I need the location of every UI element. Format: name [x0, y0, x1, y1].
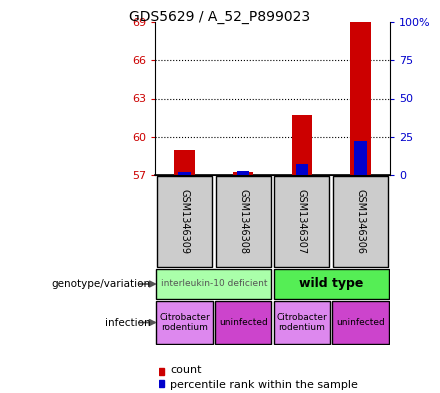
Bar	[274, 176, 330, 267]
Bar	[233, 172, 253, 175]
Text: count: count	[170, 365, 202, 375]
Text: infection: infection	[105, 318, 150, 327]
Bar	[274, 269, 389, 299]
Text: wild type: wild type	[299, 277, 363, 290]
Bar	[159, 380, 165, 387]
Text: GSM1346309: GSM1346309	[180, 189, 189, 254]
Text: genotype/variation: genotype/variation	[51, 279, 150, 289]
Bar	[296, 164, 308, 175]
Bar	[292, 115, 312, 175]
Bar	[159, 368, 165, 375]
Bar	[333, 176, 388, 267]
Bar	[215, 301, 271, 343]
Bar	[178, 172, 191, 175]
Bar	[237, 171, 249, 175]
Bar	[350, 22, 371, 175]
Text: Citrobacter
rodentium: Citrobacter rodentium	[276, 313, 327, 332]
Text: uninfected: uninfected	[219, 318, 268, 327]
Text: GSM1346307: GSM1346307	[297, 189, 307, 254]
Text: percentile rank within the sample: percentile rank within the sample	[170, 380, 358, 390]
Bar	[156, 301, 213, 343]
Text: uninfected: uninfected	[336, 318, 385, 327]
Bar	[174, 149, 194, 175]
Bar	[156, 269, 271, 299]
Bar	[274, 301, 330, 343]
Bar	[333, 301, 389, 343]
Text: GDS5629 / A_52_P899023: GDS5629 / A_52_P899023	[129, 10, 311, 24]
Text: GSM1346306: GSM1346306	[356, 189, 366, 254]
Bar	[355, 141, 367, 175]
Text: Citrobacter
rodentium: Citrobacter rodentium	[159, 313, 210, 332]
Bar	[216, 176, 271, 267]
Text: GSM1346308: GSM1346308	[238, 189, 248, 254]
Text: interleukin-10 deficient: interleukin-10 deficient	[161, 279, 267, 288]
Bar	[157, 176, 212, 267]
